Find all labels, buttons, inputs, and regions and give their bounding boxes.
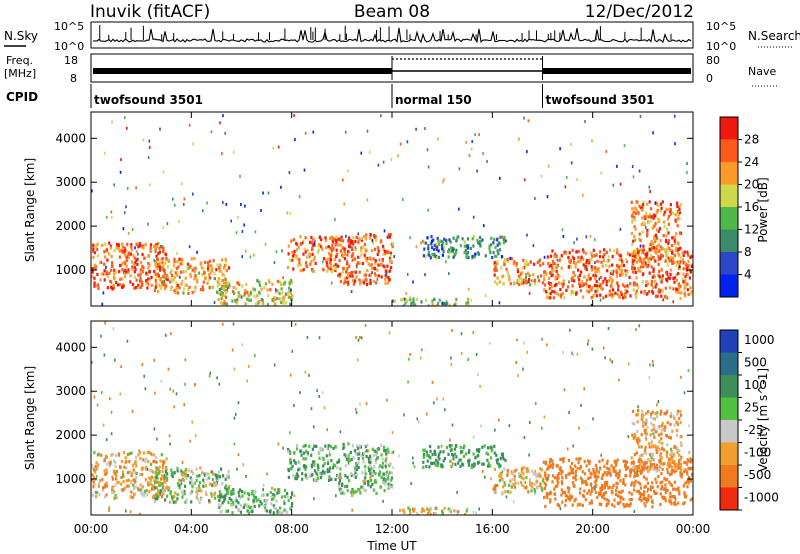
nave-tick-top: 80 [706, 54, 720, 67]
frequency-panel: Freq. [MHz] 18 8 80 0 Nave [4, 53, 778, 87]
y-tick-label: 2000 [55, 219, 86, 233]
velocity-region-8 [542, 457, 693, 509]
velocity-region-5 [399, 506, 469, 515]
power-region-7 [493, 257, 545, 287]
velocity-region-6 [422, 443, 507, 469]
freq-label-top: Freq. [6, 54, 33, 67]
colorbar-tick: 20 [744, 178, 759, 192]
colorbar-swatch [720, 330, 738, 353]
noise-panel: N.Sky 10^5 10^0 10^5 10^0 N.Search [4, 20, 800, 53]
date-title: 12/Dec/2012 [585, 2, 694, 22]
power-region-1 [153, 257, 231, 295]
freq-tick-bottom: 8 [70, 72, 77, 85]
power-region-4 [337, 232, 394, 287]
noise-right-tick-top: 10^5 [706, 20, 736, 33]
x-axis-label: Time UT [366, 539, 417, 553]
colorbar-tick: 24 [744, 155, 759, 169]
y-tick-label: 4000 [55, 131, 86, 145]
colorbar-swatch [720, 162, 738, 185]
colorbar-swatch [720, 420, 738, 443]
colorbar-swatch [720, 352, 738, 375]
freq-tick-top: 18 [64, 54, 78, 67]
power-region-3 [286, 235, 339, 274]
cpid-label: CPID [6, 90, 38, 104]
x-tick-label: 12:00 [375, 522, 410, 536]
colorbar-swatch [720, 229, 738, 252]
colorbar-tick: 1000 [744, 333, 775, 347]
y-tick-label: 3000 [55, 384, 86, 398]
colorbar-tick: 4 [744, 268, 752, 282]
nave-label: Nave [748, 65, 776, 78]
colorbar-tick: 28 [744, 133, 759, 147]
colorbar-swatch [720, 139, 738, 162]
velocity-panel: 1000 2000 3000 4000 [55, 320, 694, 516]
power-panel: 1000 2000 3000 4000 [55, 111, 694, 307]
y-axis-label-velocity: Slant Range [km] [23, 366, 37, 470]
colorbar-tick: 8 [744, 245, 752, 259]
cpid-segment-2: twofsound 3501 [546, 93, 655, 107]
x-axis: 00:00 04:00 08:00 12:00 16:00 20:00 00:00 [74, 522, 711, 536]
velocity-region-7 [492, 466, 545, 496]
cpid-row: CPID twofsound 3501 normal 150 twofsound 3… [6, 84, 654, 108]
cpid-segment-0: twofsound 3501 [94, 93, 203, 107]
station-title: Inuvik (fitACF) [90, 2, 210, 22]
y-axis-label-power: Slant Range [km] [23, 158, 37, 262]
colorbar-swatch [720, 487, 738, 510]
x-tick-label: 04:00 [174, 522, 209, 536]
colorbar-tick: -500 [744, 468, 771, 482]
x-tick-label: 20:00 [575, 522, 610, 536]
colorbar-swatch [720, 397, 738, 420]
beam-title: Beam 08 [354, 2, 430, 22]
nave-tick-bottom: 0 [706, 72, 713, 85]
noise-left-tick-top: 10^5 [54, 20, 84, 33]
colorbar-swatch [720, 442, 738, 465]
power-region-2 [216, 278, 294, 306]
x-tick-label: 00:00 [74, 522, 109, 536]
velocity-scale-label: Velocity [m s^-1] [756, 368, 770, 472]
power-region-6 [422, 234, 507, 260]
colorbar-swatch [720, 465, 738, 488]
noise-right-tick-bottom: 10^0 [706, 40, 736, 53]
velocity-heatmap [91, 321, 693, 515]
colorbar-swatch [720, 117, 738, 140]
frequency-trace [93, 56, 691, 80]
power-heatmap [91, 114, 693, 306]
y-tick-label: 1000 [55, 263, 86, 277]
y-tick-label: 3000 [55, 175, 86, 189]
freq-label-bottom: [MHz] [4, 67, 36, 80]
colorbar-tick: -100 [744, 446, 771, 460]
colorbar-swatch [720, 207, 738, 230]
colorbar-tick: 100 [744, 378, 767, 392]
x-tick-label: 00:00 [676, 522, 711, 536]
y-tick-label: 1000 [55, 472, 86, 486]
power-scale-label: Power [dB] [756, 177, 770, 242]
power-region-9 [630, 200, 683, 265]
colorbar-swatch [720, 274, 738, 297]
colorbar-tick: 25 [744, 401, 759, 415]
colorbar-tick: -1000 [744, 491, 779, 505]
noise-sky-trace [92, 25, 692, 44]
colorbar-tick: 12 [744, 223, 759, 237]
noise-left-tick-bottom: 10^0 [54, 40, 84, 53]
x-tick-label: 16:00 [475, 522, 510, 536]
y-tick-label: 2000 [55, 428, 86, 442]
colorbar-tick: -25 [744, 423, 764, 437]
colorbar-swatch [720, 184, 738, 207]
power-colorbar: 4 8 12 16 20 24 28 [719, 116, 759, 298]
y-tick-label: 4000 [55, 340, 86, 354]
cpid-segment-1: normal 150 [395, 93, 472, 107]
velocity-region-9 [630, 408, 683, 473]
colorbar-swatch [720, 252, 738, 275]
colorbar-swatch [720, 375, 738, 398]
x-tick-label: 08:00 [274, 522, 309, 536]
noise-left-label: N.Sky [4, 29, 38, 43]
noise-right-label: N.Search [748, 29, 800, 43]
velocity-region-4 [337, 442, 394, 496]
colorbar-tick: 500 [744, 356, 767, 370]
colorbar-tick: 16 [744, 200, 759, 214]
velocity-region-2 [217, 487, 294, 515]
velocity-colorbar: 1000 500 100 25 -25 -100 -500 -1000 [719, 329, 779, 511]
